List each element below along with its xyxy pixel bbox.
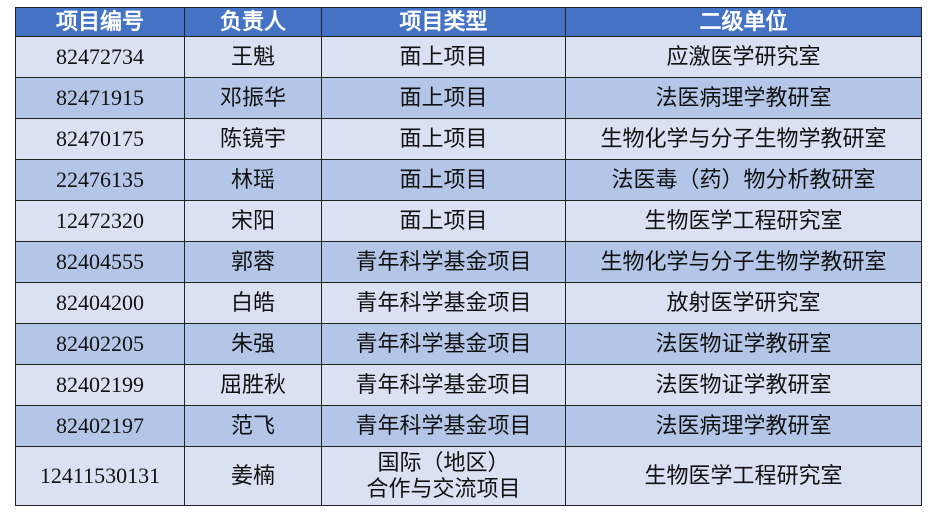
unit-cell: 生物医学工程研究室 [565, 200, 922, 242]
table-row: 82471915 邓振华 面上项目 法医病理学教研室 [15, 77, 922, 119]
project-type-cell: 青年科学基金项目 [321, 323, 566, 365]
unit-cell: 法医病理学教研室 [565, 77, 922, 119]
person-cell: 宋阳 [184, 200, 322, 242]
person-cell: 王魁 [184, 36, 322, 78]
person-cell: 白皓 [184, 282, 322, 324]
unit-cell: 生物化学与分子生物学教研室 [565, 118, 922, 160]
project-id-cell: 82471915 [15, 77, 185, 119]
project-id-cell: 12472320 [15, 200, 185, 242]
header-person: 负责人 [184, 7, 322, 37]
table-row: 12411530131 姜楠 国际（地区） 合作与交流项目 生物医学工程研究室 [15, 446, 922, 506]
person-cell: 朱强 [184, 323, 322, 365]
project-id-cell: 82470175 [15, 118, 185, 160]
project-table: 项目编号 负责人 项目类型 二级单位 82472734 王魁 面上项目 应激医学研究室… [15, 7, 922, 506]
person-cell: 林瑶 [184, 159, 322, 201]
table-row: 82472734 王魁 面上项目 应激医学研究室 [15, 36, 922, 78]
unit-cell: 生物医学工程研究室 [565, 446, 922, 506]
unit-cell: 法医物证学教研室 [565, 364, 922, 406]
person-cell: 邓振华 [184, 77, 322, 119]
unit-cell: 法医毒（药）物分析教研室 [565, 159, 922, 201]
project-id-cell: 82404200 [15, 282, 185, 324]
table-row: 82404555 郭蓉 青年科学基金项目 生物化学与分子生物学教研室 [15, 241, 922, 283]
project-type-cell: 面上项目 [321, 159, 566, 201]
table-row: 82404200 白皓 青年科学基金项目 放射医学研究室 [15, 282, 922, 324]
project-type-line: 国际（地区） [377, 450, 510, 475]
project-id-cell: 82472734 [15, 36, 185, 78]
person-cell: 陈镜宇 [184, 118, 322, 160]
header-project-id: 项目编号 [15, 7, 185, 37]
unit-cell: 应激医学研究室 [565, 36, 922, 78]
project-type-cell: 面上项目 [321, 118, 566, 160]
unit-cell: 生物化学与分子生物学教研室 [565, 241, 922, 283]
table-header-row: 项目编号 负责人 项目类型 二级单位 [15, 7, 922, 37]
table-row: 22476135 林瑶 面上项目 法医毒（药）物分析教研室 [15, 159, 922, 201]
table-row: 82402205 朱强 青年科学基金项目 法医物证学教研室 [15, 323, 922, 365]
header-unit: 二级单位 [565, 7, 922, 37]
unit-cell: 法医病理学教研室 [565, 405, 922, 447]
project-type-cell: 面上项目 [321, 77, 566, 119]
project-id-cell: 82402205 [15, 323, 185, 365]
project-id-cell: 82402197 [15, 405, 185, 447]
project-id-cell: 82404555 [15, 241, 185, 283]
unit-cell: 法医物证学教研室 [565, 323, 922, 365]
project-type-line: 合作与交流项目 [366, 476, 521, 501]
project-id-cell: 12411530131 [15, 446, 185, 506]
person-cell: 郭蓉 [184, 241, 322, 283]
project-type-cell: 青年科学基金项目 [321, 405, 566, 447]
project-type-cell: 青年科学基金项目 [321, 282, 566, 324]
project-type-cell: 面上项目 [321, 200, 566, 242]
table-row: 82470175 陈镜宇 面上项目 生物化学与分子生物学教研室 [15, 118, 922, 160]
project-type-cell: 青年科学基金项目 [321, 241, 566, 283]
header-project-type: 项目类型 [321, 7, 566, 37]
person-cell: 范飞 [184, 405, 322, 447]
project-type-cell: 国际（地区） 合作与交流项目 [321, 446, 566, 506]
person-cell: 屈胜秋 [184, 364, 322, 406]
project-id-cell: 22476135 [15, 159, 185, 201]
table-row: 12472320 宋阳 面上项目 生物医学工程研究室 [15, 200, 922, 242]
unit-cell: 放射医学研究室 [565, 282, 922, 324]
table-row: 82402199 屈胜秋 青年科学基金项目 法医物证学教研室 [15, 364, 922, 406]
table-row: 82402197 范飞 青年科学基金项目 法医病理学教研室 [15, 405, 922, 447]
project-id-cell: 82402199 [15, 364, 185, 406]
person-cell: 姜楠 [184, 446, 322, 506]
project-type-cell: 青年科学基金项目 [321, 364, 566, 406]
project-type-cell: 面上项目 [321, 36, 566, 78]
